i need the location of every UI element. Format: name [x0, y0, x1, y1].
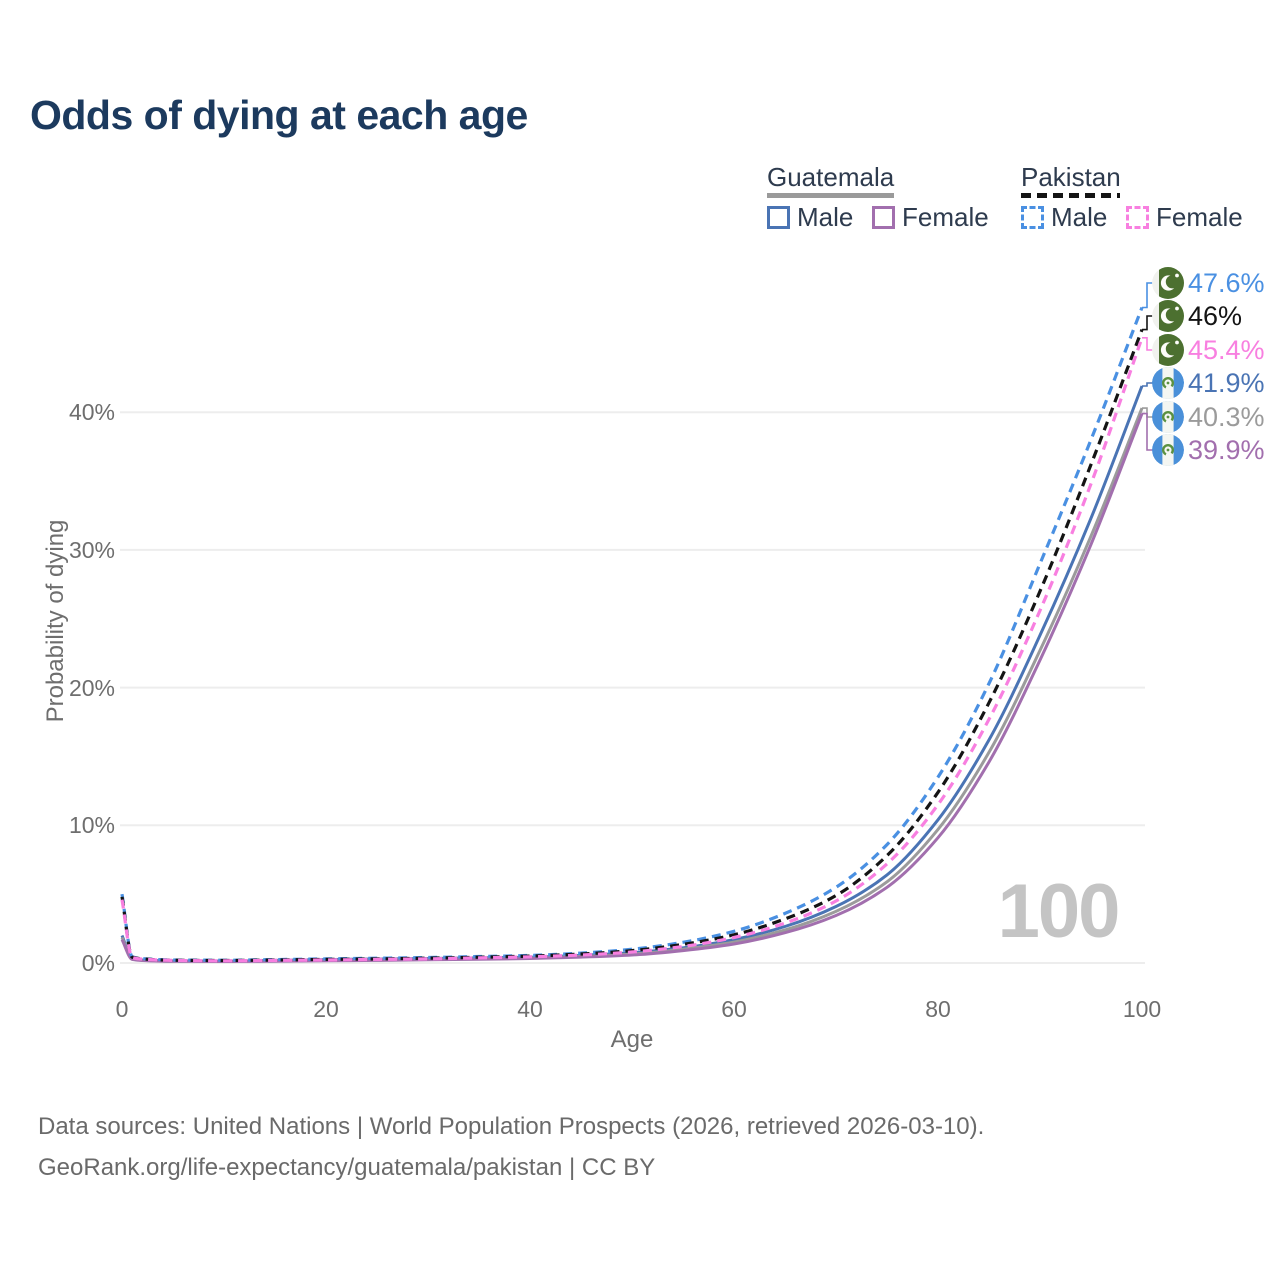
series-line-pakistan-both-sexes: [120, 329, 1144, 963]
y-tick-10: 10%: [68, 812, 115, 838]
series-line-pakistan-female: [120, 337, 1144, 963]
label-connectors: [1142, 282, 1153, 451]
guatemala-flag-icon: [1152, 434, 1184, 466]
y-tick-40: 40%: [68, 399, 115, 425]
guatemala-female-swatch-icon: [872, 206, 895, 229]
y-tick-20: 20%: [68, 675, 115, 701]
guatemala-male-swatch-icon: [767, 206, 790, 229]
series-lines: [120, 306, 1144, 964]
y-tick-0: 0%: [81, 950, 115, 976]
pakistan-flag-icon: [1152, 267, 1184, 299]
label-connector: [1142, 282, 1153, 309]
label-connector: [1142, 407, 1153, 418]
label-connector: [1142, 382, 1153, 387]
y-tick-30: 30%: [68, 537, 115, 563]
attribution-line: GeoRank.org/life-expectancy/guatemala/pa…: [38, 1154, 656, 1181]
pakistan-female-swatch-icon: [1126, 206, 1149, 229]
legend-item-label: Male: [797, 202, 854, 232]
legend-underline-pakistan: [1021, 193, 1120, 198]
end-label-guatemala-both: 40.3%: [1188, 402, 1265, 432]
gridlines: [120, 411, 1145, 964]
legend-underline-guatemala: [767, 193, 894, 198]
end-label-pakistan-both: 46%: [1188, 301, 1243, 331]
x-tick-80: 80: [925, 996, 951, 1022]
label-connector: [1142, 412, 1153, 451]
legend-item-label: Male: [1051, 202, 1108, 232]
guatemala-flag-icon: [1152, 401, 1184, 433]
series-line-guatemala-male: [120, 385, 1144, 963]
legend-item-pakistan-female[interactable]: Female: [1126, 202, 1243, 233]
y-axis-title: Probability of dying: [42, 519, 69, 723]
label-connector: [1142, 337, 1153, 351]
legend-item-label: Female: [1156, 202, 1243, 232]
x-tick-100: 100: [1122, 996, 1162, 1022]
pakistan-flag-icon: [1152, 300, 1184, 332]
page-title: Odds of dying at each age: [30, 92, 528, 138]
series-line-pakistan-male: [120, 306, 1144, 962]
legend-item-pakistan-male[interactable]: Male: [1021, 202, 1107, 233]
flag-icons: [1152, 267, 1184, 466]
x-tick-60: 60: [721, 996, 747, 1022]
pakistan-flag-icon: [1152, 334, 1184, 366]
label-connector: [1142, 315, 1153, 331]
age-counter-watermark: 100: [997, 869, 1121, 954]
x-tick-0: 0: [115, 996, 129, 1022]
end-label-guatemala-female: 39.9%: [1188, 435, 1265, 465]
legend-item-guatemala-female[interactable]: Female: [872, 202, 989, 233]
legend-item-label: Female: [902, 202, 989, 232]
guatemala-flag-icon: [1152, 367, 1184, 399]
legend-group-guatemala[interactable]: Guatemala: [767, 162, 895, 192]
x-tick-20: 20: [313, 996, 339, 1022]
footer: Data sources: United Nations | World Pop…: [38, 1106, 984, 1188]
legend-item-guatemala-male[interactable]: Male: [767, 202, 853, 233]
pakistan-male-swatch-icon: [1021, 206, 1044, 229]
end-label-pakistan-male: 47.6%: [1188, 268, 1265, 298]
x-tick-40: 40: [517, 996, 543, 1022]
end-label-guatemala-male: 41.9%: [1188, 368, 1265, 398]
x-axis-title: Age: [610, 1026, 654, 1053]
data-sources-line: Data sources: United Nations | World Pop…: [38, 1113, 985, 1140]
end-label-pakistan-female: 45.4%: [1188, 335, 1265, 365]
legend-group-pakistan[interactable]: Pakistan: [1021, 162, 1121, 192]
